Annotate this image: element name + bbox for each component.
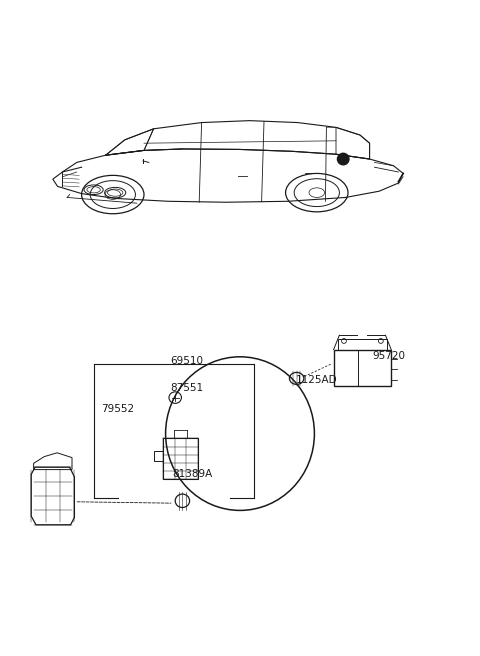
Bar bbox=[163, 438, 198, 479]
Bar bbox=[338, 339, 387, 350]
Text: 81389A: 81389A bbox=[172, 470, 212, 480]
Text: 87551: 87551 bbox=[170, 382, 204, 392]
Bar bbox=[154, 451, 163, 461]
Circle shape bbox=[337, 154, 349, 165]
Text: 79552: 79552 bbox=[101, 403, 134, 414]
Text: 69510: 69510 bbox=[171, 356, 204, 365]
Text: 95720: 95720 bbox=[372, 351, 405, 361]
Text: 1125AD: 1125AD bbox=[296, 375, 337, 385]
Bar bbox=[334, 350, 391, 386]
